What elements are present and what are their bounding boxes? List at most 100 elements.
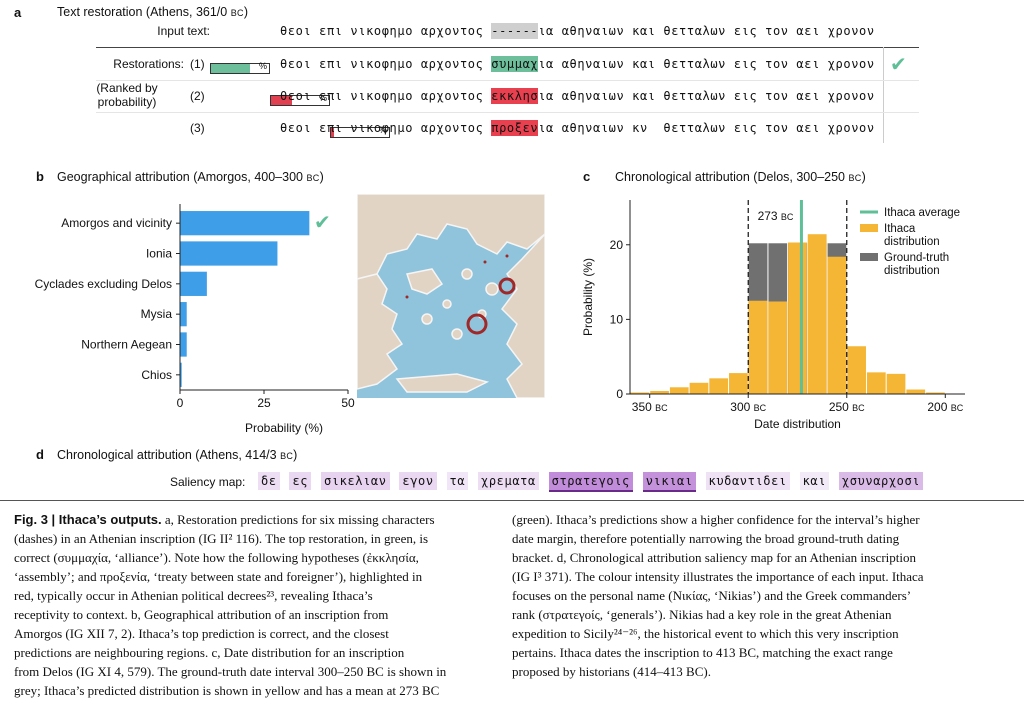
restoration-probability-bar: % bbox=[270, 93, 330, 107]
caption-line: pertains. Ithaca dates the inscription t… bbox=[512, 645, 893, 660]
map-dot-3 bbox=[483, 260, 487, 264]
caption-line: date margin, therefore potentially narro… bbox=[512, 531, 900, 546]
x-tick-label: 200 BC bbox=[927, 400, 963, 414]
caption-column-2: (green). Ithaca’s predictions show a hig… bbox=[512, 510, 1017, 681]
caption-line: (IG I³ 371). The colour intensity illust… bbox=[512, 569, 924, 584]
restoration-rank: (2) bbox=[190, 89, 205, 103]
caption-line: rank (στρατεγοίς, ‘generals’). Nikias ha… bbox=[512, 607, 892, 622]
x-tick-value: 350 bbox=[632, 400, 655, 414]
ithaca-bin-1 bbox=[650, 391, 669, 394]
map-island-2 bbox=[442, 299, 452, 309]
legend-ithaca-swatch bbox=[860, 224, 878, 232]
restoration-text: θεοι επι νικοφημο αρχοντος εκκλησια αθην… bbox=[280, 88, 875, 104]
x-tick-label: 250 BC bbox=[829, 400, 865, 414]
restoration-probability-fill bbox=[271, 96, 292, 106]
panel-a-title-end: ) bbox=[243, 5, 248, 19]
ranked-label-line-1: (Ranked by bbox=[96, 81, 158, 95]
ithaca-bin-4 bbox=[709, 378, 729, 394]
panel-d-title-bc: BC bbox=[280, 451, 294, 461]
caption-divider bbox=[0, 500, 1024, 501]
caption-line: proposed by historians (414–413 BC). bbox=[512, 664, 711, 679]
map-dot-1 bbox=[405, 295, 409, 299]
panel-a-title-text: Text restoration (Athens, 361/0 bbox=[57, 5, 231, 19]
map-island-1 bbox=[421, 313, 433, 325]
map-land-north bbox=[357, 194, 545, 280]
legend-ground-truth-swatch bbox=[860, 253, 878, 261]
x-axis-title: Probability (%) bbox=[245, 421, 323, 435]
caption-line: (green). Ithaca’s predictions show a hig… bbox=[512, 512, 920, 527]
panel-a-row-divider-2 bbox=[96, 112, 919, 113]
ithaca-bin-3 bbox=[689, 382, 709, 394]
bar-1 bbox=[180, 241, 278, 266]
bar-category-label: Chios bbox=[141, 368, 172, 382]
x-tick-bc: BC bbox=[852, 403, 865, 413]
map-marker-amorgos bbox=[466, 313, 488, 335]
caption-line-text: from Delos (IG XI 4, 579). The ground-tr… bbox=[14, 664, 447, 679]
panel-d-title: Chronological attribution (Athens, 414/3… bbox=[57, 448, 297, 462]
mean-annotation-value: 273 bbox=[758, 209, 781, 223]
map-land-anatolia bbox=[501, 232, 545, 398]
panel-c-title-end: ) bbox=[861, 170, 866, 184]
x-tick-value: 200 bbox=[927, 400, 950, 414]
restoration-probability-fill bbox=[331, 128, 334, 138]
restoration-probability-pct: % bbox=[318, 93, 327, 104]
map-island-5 bbox=[485, 282, 499, 296]
caption-column-1: Fig. 3 | Ithaca’s outputs. a, Restoratio… bbox=[14, 510, 514, 700]
ithaca-bin-5 bbox=[729, 373, 748, 394]
ithaca-bin-2 bbox=[669, 387, 689, 394]
panel-c-title-text: Chronological attribution (Delos, 300–25… bbox=[615, 170, 849, 184]
saliency-token: χσυναρχοσι bbox=[838, 472, 924, 490]
aegean-map bbox=[357, 194, 545, 398]
legend-ground-truth-label-1: Ground-truth bbox=[884, 252, 949, 264]
y-tick-label: 20 bbox=[610, 238, 624, 252]
panel-a-label: a bbox=[14, 5, 22, 20]
bar-2 bbox=[180, 271, 207, 296]
x-tick-label: 0 bbox=[177, 396, 184, 410]
caption-line-text: grey; Ithaca’s predicted distribution is… bbox=[14, 683, 440, 698]
saliency-token: δε bbox=[258, 472, 280, 490]
panel-a-check-column-divider bbox=[883, 47, 884, 143]
bar-category-label: Mysia bbox=[141, 307, 173, 321]
restoration-highlight: εκκλησ bbox=[491, 88, 539, 104]
bar-category-label: Cyclades excluding Delos bbox=[35, 277, 172, 291]
bar-0 bbox=[180, 211, 310, 236]
x-axis-title: Date distribution bbox=[754, 417, 841, 431]
x-tick-label: 350 BC bbox=[632, 400, 668, 414]
legend-ithaca-label-2: distribution bbox=[884, 236, 940, 248]
ithaca-bin-12 bbox=[866, 372, 886, 394]
map-island-6 bbox=[461, 268, 473, 280]
ithaca-bin-overlay-6 bbox=[748, 300, 768, 394]
restoration-text-before: θεοι επι νικοφημο αρχοντος bbox=[280, 121, 492, 135]
ithaca-bin-15 bbox=[926, 392, 945, 394]
caption-line-text: Amorgos (IG XII 7, 2). Ithaca’s top pred… bbox=[14, 626, 389, 641]
restoration-text-after: ια αθηναιων και θετταλων εις τον αει χρο… bbox=[538, 89, 875, 103]
input-text: θεοι επι νικοφημο αρχοντος ------ια αθην… bbox=[280, 23, 875, 39]
ithaca-bin-14 bbox=[906, 389, 926, 394]
panel-a-title: Text restoration (Athens, 361/0 BC) bbox=[57, 5, 248, 19]
y-axis-title: Probability (%) bbox=[581, 258, 595, 336]
ithaca-bin-overlay-7 bbox=[768, 301, 788, 394]
map-land-greece bbox=[357, 273, 404, 390]
x-tick-value: 300 bbox=[730, 400, 753, 414]
ranked-label-line-2: probability) bbox=[97, 95, 157, 109]
mean-annotation-bc: BC bbox=[781, 212, 794, 222]
caption-line: predictions are neighbouring regions. c,… bbox=[14, 643, 514, 662]
caption-line: focuses on the personal name (Νικίας, ‘N… bbox=[512, 588, 912, 603]
x-tick-value: 250 bbox=[829, 400, 852, 414]
panel-d-label: d bbox=[36, 447, 44, 462]
caption-line-text: ‘assembly’; and προξενία, ‘treaty betwee… bbox=[14, 569, 423, 584]
x-tick-label: 50 bbox=[341, 396, 355, 410]
caption-line-text: red, typically occur in Athenian politic… bbox=[14, 588, 373, 603]
restoration-highlight: προξεν bbox=[491, 120, 539, 136]
restoration-probability-pct: % bbox=[258, 61, 267, 72]
bar-4 bbox=[180, 332, 187, 357]
ithaca-bin-0 bbox=[630, 392, 650, 394]
caption-line-text: a, Restoration predictions for six missi… bbox=[161, 512, 435, 527]
ithaca-bin-overlay-10 bbox=[827, 256, 847, 394]
x-tick-bc: BC bbox=[754, 403, 767, 413]
restorations-label: Restorations: bbox=[113, 57, 184, 71]
restoration-text: θεοι επι νικοφημο αρχοντος συμμαχια αθην… bbox=[280, 56, 875, 72]
map-marker-ionia bbox=[498, 277, 516, 295]
input-text-after: ια αθηναιων και θετταλων εις τον αει χρο… bbox=[538, 24, 875, 38]
x-tick-label: 300 BC bbox=[730, 400, 766, 414]
